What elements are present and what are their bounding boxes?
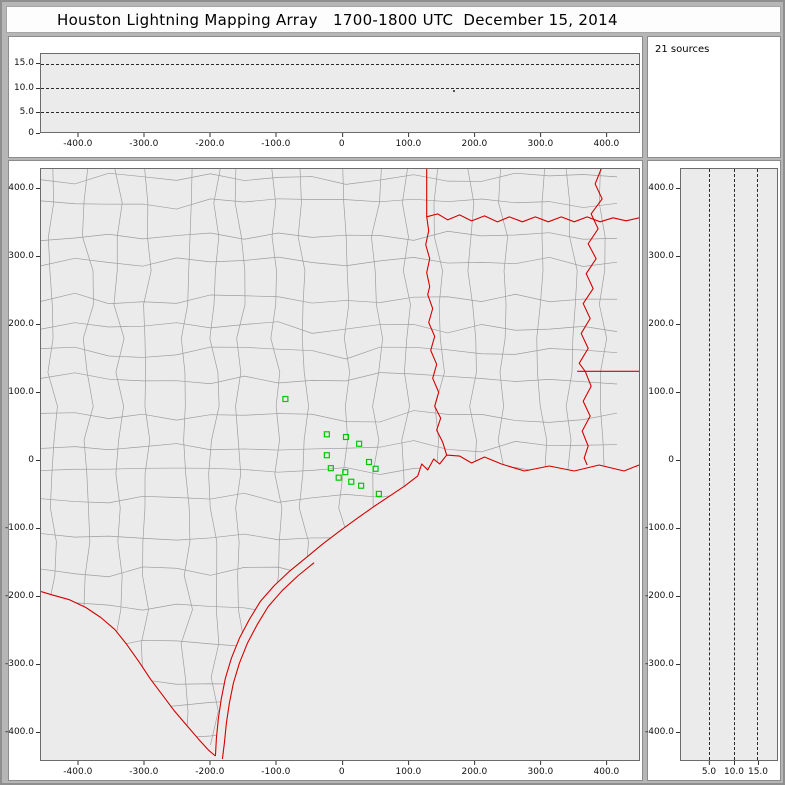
tick-label: 200.0 bbox=[648, 318, 680, 329]
tick-label: 200.0 bbox=[462, 761, 487, 777]
dashed-gridline bbox=[41, 111, 639, 113]
tick-label: -200.0 bbox=[195, 761, 224, 777]
altitude-ns-y-axis: 400.0 300.0 200.0 100.0 0 -100.0 -200.0 -300.0 -… bbox=[644, 168, 681, 761]
tick-label: -200.0 bbox=[644, 590, 681, 601]
tick-label: 15.0 bbox=[13, 58, 41, 68]
tick-label: 400.0 bbox=[648, 183, 680, 194]
station-markers bbox=[282, 395, 382, 497]
tick-label: 100.0 bbox=[8, 387, 40, 398]
red-river-border bbox=[426, 213, 639, 223]
tick-label: -300.0 bbox=[129, 761, 158, 777]
tick-label: -100.0 bbox=[261, 761, 290, 777]
tick-label: 0 bbox=[28, 128, 40, 138]
title-bar: Houston Lightning Mapping Array 1700-180… bbox=[6, 6, 781, 33]
sabine-river-border bbox=[425, 216, 448, 456]
lma-station-marker bbox=[323, 452, 330, 459]
sources-count-label: 21 sources bbox=[655, 44, 710, 55]
sources-count-panel: 21 sources bbox=[647, 36, 781, 158]
tick-label: 15.0 bbox=[748, 761, 768, 777]
lma-station-marker bbox=[375, 490, 382, 497]
altitude-ns-x-axis: 5.0 10.0 15.0 bbox=[680, 761, 778, 781]
altitude-ew-y-axis: 15.0 10.0 5.0 0 bbox=[9, 53, 41, 138]
tick-label: 0 bbox=[668, 454, 680, 465]
rio-grande-border bbox=[41, 591, 216, 757]
page-title: Houston Lightning Mapping Array 1700-180… bbox=[57, 10, 618, 29]
dashed-gridline bbox=[41, 63, 639, 65]
tick-label: 5.0 bbox=[702, 761, 716, 777]
tick-label: 200.0 bbox=[462, 133, 487, 149]
tick-label: 100.0 bbox=[396, 133, 421, 149]
tick-label: -400.0 bbox=[63, 761, 92, 777]
tick-label: 300.0 bbox=[528, 761, 553, 777]
lma-station-marker bbox=[358, 482, 365, 489]
tick-label: 10.0 bbox=[13, 83, 41, 94]
tick-label: -300.0 bbox=[129, 133, 158, 149]
tick-label: 400.0 bbox=[594, 133, 619, 149]
tick-label: 100.0 bbox=[396, 761, 421, 777]
tick-label: -400.0 bbox=[63, 133, 92, 149]
lma-station-marker bbox=[335, 474, 342, 481]
map-plot bbox=[40, 168, 640, 761]
lma-station-marker bbox=[372, 465, 379, 472]
tick-label: -100.0 bbox=[4, 522, 41, 533]
lma-station-marker bbox=[342, 433, 350, 441]
tick-label: -200.0 bbox=[195, 133, 224, 149]
tick-label: 0 bbox=[28, 454, 40, 465]
barrier-island bbox=[221, 562, 315, 760]
alt-ns-plot bbox=[680, 168, 778, 761]
state-border-lines bbox=[41, 169, 639, 760]
tick-label: 400.0 bbox=[594, 761, 619, 777]
dashed-gridline bbox=[41, 88, 639, 90]
tick-label: 300.0 bbox=[648, 251, 680, 262]
texas-map bbox=[41, 169, 639, 760]
lma-station-marker bbox=[356, 440, 363, 447]
plan-view-map-panel: 400.0 300.0 200.0 100.0 0 -100.0 -200.0 -300.0-… bbox=[5, 160, 643, 781]
tick-label: 0 bbox=[339, 761, 345, 777]
alt-ew-plot bbox=[40, 53, 640, 133]
map-y-axis: 400.0 300.0 200.0 100.0 0 -100.0 -200.0 -300.0 -… bbox=[5, 168, 41, 761]
gulf-coastline bbox=[214, 454, 639, 757]
tick-label: 10.0 bbox=[724, 761, 744, 777]
tick-label: 300.0 bbox=[8, 251, 40, 262]
lma-station-marker bbox=[348, 478, 355, 485]
tick-label: -100.0 bbox=[644, 522, 681, 533]
tick-label: -300.0 bbox=[644, 658, 681, 669]
tick-label: 0 bbox=[339, 133, 345, 149]
tick-label: 100.0 bbox=[648, 387, 680, 398]
lma-station-marker bbox=[323, 431, 330, 438]
dashed-gridline bbox=[733, 169, 735, 760]
source-dot bbox=[452, 89, 455, 92]
lma-station-marker bbox=[282, 395, 289, 403]
tick-label: -400.0 bbox=[644, 726, 681, 737]
altitude-ns-panel: 400.0 300.0 200.0 100.0 0 -100.0 -200.0 -300.0 -… bbox=[644, 160, 781, 781]
tick-label: 300.0 bbox=[528, 133, 553, 149]
lma-station-marker bbox=[327, 465, 334, 472]
tick-label: 200.0 bbox=[8, 318, 40, 329]
tick-label: -300.0 bbox=[4, 658, 41, 669]
altitude-ew-x-axis: -400.0 -300.0 -200.0 -100.0 0 100.0 200.0 300.0… bbox=[40, 133, 640, 153]
tick-label: -100.0 bbox=[261, 133, 290, 149]
tick-label: -200.0 bbox=[4, 590, 41, 601]
altitude-ew-panel: 15.0 10.0 5.0 0 -400.0 -300.0 -200.0 -100.0 0 10… bbox=[8, 36, 643, 158]
dashed-gridline bbox=[757, 169, 759, 760]
tick-label: 5.0 bbox=[19, 107, 41, 118]
lma-station-marker bbox=[365, 458, 373, 466]
mississippi-river-border bbox=[578, 169, 603, 466]
tick-label: 400.0 bbox=[8, 183, 40, 194]
map-x-axis: -400.0 -300.0 -200.0 -100.0 0 100.0 200.0 300.0… bbox=[40, 761, 640, 781]
dashed-gridline bbox=[709, 169, 711, 760]
tick-label: -400.0 bbox=[4, 726, 41, 737]
lma-station-marker bbox=[342, 469, 349, 476]
